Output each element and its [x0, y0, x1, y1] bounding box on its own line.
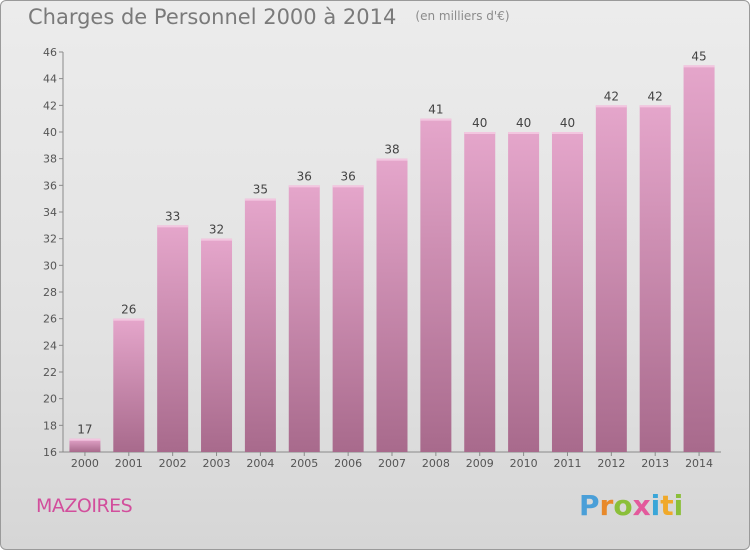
- y-tick-label: 34: [43, 206, 57, 219]
- y-tick-label: 26: [43, 313, 57, 326]
- x-tick-label: 2009: [466, 457, 494, 470]
- bar: [332, 185, 364, 453]
- bar: [683, 65, 715, 452]
- y-tick-label: 18: [43, 419, 57, 432]
- y-tick-label: 44: [43, 73, 57, 86]
- data-label: 38: [384, 143, 399, 157]
- commune-name: MAZOIRES: [36, 495, 133, 517]
- x-tick-label: 2014: [685, 457, 713, 470]
- data-label: 40: [560, 116, 575, 130]
- bar-highlight: [508, 132, 540, 134]
- x-tick-label: 2006: [334, 457, 362, 470]
- x-tick-label: 2011: [553, 457, 581, 470]
- x-tick-label: 2001: [115, 457, 143, 470]
- data-label: 26: [121, 303, 136, 317]
- data-label: 36: [297, 169, 312, 183]
- bar-highlight: [464, 132, 496, 134]
- y-tick-label: 36: [43, 179, 57, 192]
- data-label: 42: [604, 89, 619, 103]
- bar-highlight: [69, 438, 101, 441]
- bar: [639, 105, 671, 452]
- data-label: 35: [253, 183, 268, 197]
- data-labels: 17 26 33 32 35 36 36 38 41 40 40 40 42 42 45: [77, 49, 706, 436]
- bar-highlight: [639, 105, 671, 108]
- bar-highlight: [157, 225, 189, 228]
- data-label: 36: [340, 169, 355, 183]
- x-tick-label: 2012: [597, 457, 625, 470]
- x-tick-label: 2002: [159, 457, 187, 470]
- bar: [113, 318, 145, 452]
- chart-unit-note: (en milliers d'€): [415, 9, 510, 23]
- data-label: 40: [472, 116, 487, 130]
- bars: [69, 65, 715, 453]
- bar-highlight: [201, 238, 233, 241]
- bar: [551, 132, 583, 452]
- y-tick-label: 32: [43, 233, 57, 246]
- proxiti-logo: Proxiti: [579, 489, 683, 522]
- bar: [288, 185, 320, 453]
- x-axis: 2000 2001 2002 2003 2004 2005 2006 2007 2008 2009…: [63, 451, 721, 470]
- logo-letter: o: [613, 489, 633, 522]
- bar: [157, 225, 189, 452]
- data-label: 33: [165, 209, 180, 223]
- x-tick-label: 2007: [378, 457, 406, 470]
- title-row: Charges de Personnel 2000 à 2014 (en mil…: [28, 5, 510, 29]
- chart-title: Charges de Personnel 2000 à 2014: [28, 5, 397, 29]
- data-label: 32: [209, 223, 224, 237]
- bar: [376, 158, 408, 452]
- y-tick-label: 40: [43, 126, 57, 139]
- bar-highlight: [420, 118, 452, 121]
- x-tick-label: 2010: [510, 457, 538, 470]
- data-label: 42: [648, 89, 663, 103]
- y-tick-label: 42: [43, 99, 57, 112]
- y-tick-label: 46: [43, 46, 57, 59]
- bar-highlight: [332, 185, 364, 188]
- x-tick-label: 2008: [422, 457, 450, 470]
- bar-highlight: [113, 318, 145, 321]
- bar: [464, 132, 496, 452]
- y-tick-label: 30: [43, 259, 57, 272]
- bar-highlight: [595, 105, 627, 108]
- bar: [595, 105, 627, 452]
- x-tick-label: 2005: [290, 457, 318, 470]
- bar: [420, 118, 452, 453]
- y-tick-label: 28: [43, 286, 57, 299]
- data-label: 40: [516, 116, 531, 130]
- bar-highlight: [551, 132, 583, 134]
- logo-letter: P: [579, 489, 600, 522]
- x-tick-label: 2004: [246, 457, 274, 470]
- logo-letter: r: [599, 489, 614, 522]
- logo-letter: t: [660, 489, 674, 522]
- logo-letter: i: [650, 489, 661, 522]
- y-tick-label: 20: [43, 393, 57, 406]
- logo-letter: x: [632, 489, 651, 522]
- y-tick-label: 24: [43, 339, 57, 352]
- bar: [69, 438, 101, 452]
- x-tick-label: 2003: [203, 457, 231, 470]
- y-axis: 16 18 20 22 24 26 28 30 32 34 36 38 40 42 44 46: [43, 46, 64, 459]
- data-label: 45: [691, 49, 706, 63]
- bar-highlight: [244, 198, 276, 201]
- data-label: 41: [428, 103, 443, 117]
- bar: [508, 132, 540, 452]
- data-label: 17: [77, 423, 92, 437]
- x-tick-label: 2000: [71, 457, 99, 470]
- logo-letter: i: [673, 489, 684, 522]
- y-tick-label: 22: [43, 366, 57, 379]
- bar: [201, 238, 233, 452]
- bar-highlight: [683, 65, 715, 68]
- bar-highlight: [376, 158, 408, 161]
- bar: [244, 198, 276, 452]
- bar-highlight: [288, 185, 320, 188]
- x-tick-label: 2013: [641, 457, 669, 470]
- y-tick-label: 38: [43, 153, 57, 166]
- y-tick-label: 16: [43, 446, 57, 459]
